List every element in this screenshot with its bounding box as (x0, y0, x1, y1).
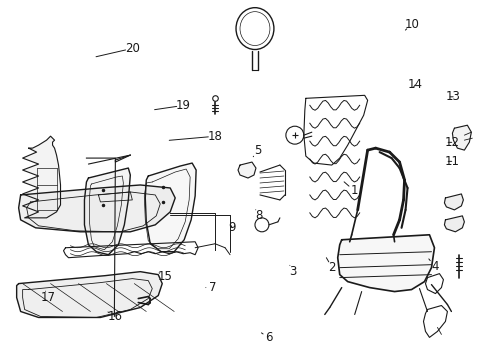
Polygon shape (238, 162, 255, 178)
Text: 10: 10 (404, 18, 418, 31)
Text: 15: 15 (158, 270, 173, 283)
Text: 12: 12 (443, 136, 458, 149)
Polygon shape (17, 272, 162, 318)
Polygon shape (444, 194, 463, 210)
Polygon shape (337, 235, 433, 292)
Text: 16: 16 (107, 310, 122, 323)
Text: 17: 17 (41, 291, 56, 304)
Polygon shape (19, 185, 175, 232)
Polygon shape (145, 163, 196, 252)
Text: 9: 9 (228, 221, 236, 234)
Text: 5: 5 (253, 144, 261, 157)
Text: 2: 2 (328, 261, 335, 274)
Text: 20: 20 (124, 42, 140, 55)
Text: 13: 13 (445, 90, 460, 103)
Text: 11: 11 (443, 155, 458, 168)
Text: 19: 19 (176, 99, 191, 112)
Polygon shape (451, 125, 470, 150)
Text: 18: 18 (207, 130, 222, 143)
Text: 14: 14 (407, 78, 422, 91)
Polygon shape (84, 168, 130, 255)
Text: 8: 8 (255, 210, 262, 222)
Text: 1: 1 (350, 184, 357, 197)
Text: 4: 4 (430, 260, 438, 273)
Text: 7: 7 (209, 281, 216, 294)
Polygon shape (444, 216, 464, 232)
Polygon shape (22, 136, 61, 218)
Text: 6: 6 (264, 331, 272, 344)
Text: 3: 3 (289, 265, 296, 278)
